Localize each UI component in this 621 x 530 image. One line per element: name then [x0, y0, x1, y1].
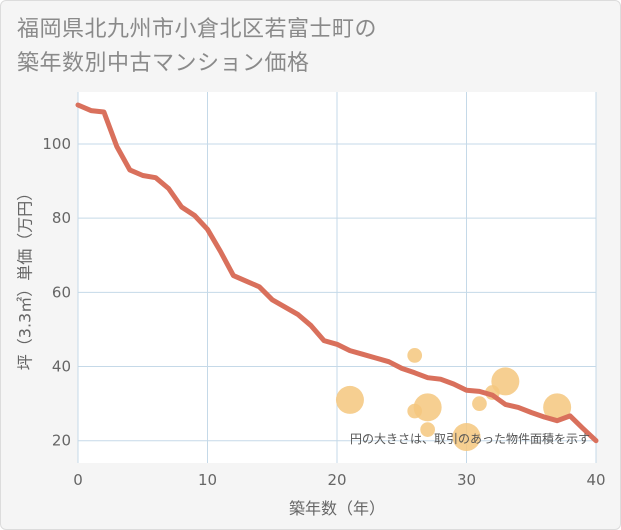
y-axis-label: 坪（3.3㎡）単価（万円） [16, 185, 35, 370]
bubble-point [335, 385, 364, 414]
x-tick-label: 30 [457, 471, 476, 489]
price-trend-line [75, 102, 599, 444]
bubble-point [491, 367, 520, 396]
y-tick-label: 20 [52, 432, 71, 450]
x-tick-labels: 0 10 20 30 40 [73, 471, 605, 489]
y-tick-label: 40 [52, 358, 71, 376]
x-tick-label: 20 [327, 471, 346, 489]
x-tick-label: 0 [73, 471, 83, 489]
bubble-point [413, 393, 442, 422]
bubble-point [452, 423, 481, 452]
bubble-point [472, 396, 487, 411]
y-tick-labels: 20 40 60 80 100 [42, 135, 71, 450]
y-tick-label: 60 [52, 283, 71, 301]
bubble-series [335, 348, 572, 452]
x-tick-label: 40 [586, 471, 605, 489]
bubble-point [420, 422, 435, 437]
grid-lines [77, 92, 597, 463]
x-axis-label: 築年数（年） [289, 499, 385, 518]
bubble-point [407, 348, 423, 363]
bubble-point [543, 393, 572, 422]
chart-title: 福岡県北九州市小倉北区若富士町の 築年数別中古マンション価格 [17, 13, 377, 81]
bubble-size-note: 円の大きさは、取引のあった物件面積を示す [350, 431, 590, 446]
chart-title-line-1: 福岡県北九州市小倉北区若富士町の [17, 17, 378, 42]
y-tick-label: 80 [52, 209, 71, 227]
chart-title-line-2: 築年数別中古マンション価格 [17, 51, 310, 76]
x-tick-label: 10 [198, 471, 217, 489]
y-tick-label: 100 [42, 135, 71, 153]
